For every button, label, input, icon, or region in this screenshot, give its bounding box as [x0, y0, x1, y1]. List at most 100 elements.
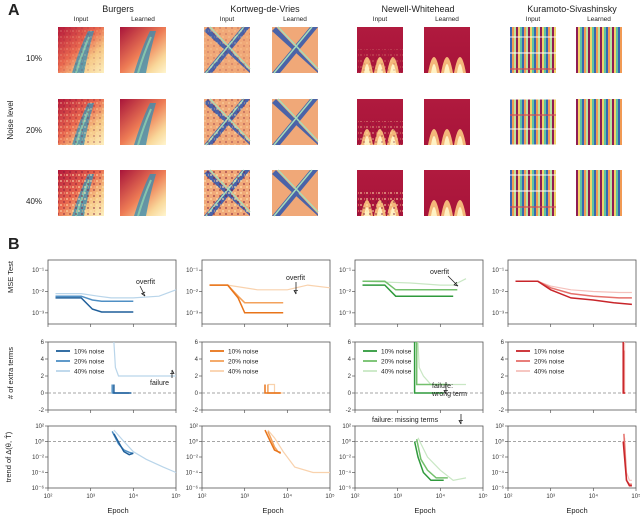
heatmap-tile [357, 27, 403, 73]
y-tick-label: 10² [495, 424, 504, 430]
subtitle-input: Input [219, 16, 235, 23]
series-line-40-noise [55, 289, 177, 299]
series-line-10-noise [55, 297, 134, 313]
series-line-40-noise [113, 341, 176, 377]
line-charts: 10⁻¹ 10⁻² 10⁻³ 10⁻¹ 10⁻² 10⁻³ 10⁻¹ 10⁻² 10⁻³ 10⁻¹… [32, 259, 640, 500]
heatmap-tile [58, 170, 104, 217]
series-line-10-noise [113, 384, 132, 394]
y-tick-label: 10² [35, 424, 44, 430]
y-tick-label: 10⁻² [186, 290, 198, 296]
annotation-arrowhead [458, 420, 463, 425]
subtitle-input: Input [372, 16, 388, 23]
heatmap-tile [120, 99, 166, 146]
y-tick-label: 2 [195, 374, 199, 380]
heatmap-tile [120, 170, 166, 217]
series-line-20-noise [415, 439, 448, 479]
annotation-arrow [139, 285, 146, 297]
series-line-10-noise [515, 280, 632, 306]
series-line-10-noise [264, 429, 282, 454]
y-tick-label: 10⁻² [492, 455, 504, 461]
y-tick-label: 10⁻² [492, 290, 504, 296]
plot-frame [201, 425, 331, 489]
series-line-40-noise [113, 429, 177, 474]
series-line-10-noise [362, 284, 454, 297]
plot-frame [47, 259, 177, 325]
subtitle-learned: Learned [283, 16, 307, 23]
legend-label: 20% noise [534, 359, 565, 366]
y-tick-label: 10⁻² [339, 290, 351, 296]
subtitle-input: Input [525, 16, 541, 23]
heatmap-tile [510, 170, 556, 216]
heatmap-tile [204, 98, 251, 146]
series-line-10-noise [413, 342, 444, 394]
y-tick-label: 0 [195, 391, 199, 397]
heatmap-tile [357, 170, 403, 216]
legend-label: 20% noise [381, 359, 412, 366]
x-tick-label: 10² [44, 494, 53, 500]
y-tick-label: 10⁻³ [492, 311, 504, 317]
y-tick-label: 10⁻⁴ [186, 470, 199, 477]
y-tick-label: 10⁻¹ [339, 268, 351, 274]
heatmap-tile [272, 26, 319, 74]
heatmap-tile [576, 170, 622, 216]
annotation-overfit-newell: overfit [430, 269, 449, 276]
legend-label: 40% noise [534, 369, 565, 376]
y-tick-label: 6 [41, 340, 45, 346]
y-tick-label: 10⁻² [186, 455, 198, 461]
legend-label: 40% noise [381, 369, 412, 376]
x-tick-label: 10³ [240, 494, 249, 500]
series-line-40-noise [267, 383, 284, 394]
y-tick-label: 10⁰ [495, 439, 505, 446]
y-tick-label: 10⁻⁴ [492, 470, 505, 477]
series-line-40-noise [417, 341, 466, 386]
y-tick-label: 10⁻³ [32, 311, 44, 317]
heatmap-tile [424, 170, 470, 216]
annotation-failure-wrong-line1: failure: [432, 383, 453, 390]
pde-title-kdv: Kortweg-de-Vries [230, 4, 300, 14]
x-tick-label: 10⁴ [436, 493, 446, 500]
series-line-10-noise [209, 284, 284, 314]
annotation-arrowhead [443, 390, 448, 395]
x-tick-label: 10³ [86, 494, 95, 500]
y-tick-label: 0 [501, 391, 505, 397]
series-line-40-noise [362, 278, 467, 286]
y-tick-label: 2 [348, 374, 352, 380]
panel-a-letter: A [8, 2, 20, 19]
x-tick-label: 10² [504, 494, 513, 500]
plot-frame [507, 425, 637, 489]
heatmap-tile [58, 99, 104, 146]
y-tick-label: -2 [39, 408, 45, 414]
x-label-kdv: Epoch [262, 506, 284, 515]
series-line-10-noise [622, 342, 625, 394]
y-tick-label: 10⁻³ [186, 311, 198, 317]
series-line-40-noise [267, 429, 330, 474]
annotation-arrow [447, 275, 459, 287]
heatmap-tile [204, 169, 251, 217]
series-line-10-noise [264, 384, 281, 394]
legend-label: 20% noise [74, 359, 105, 366]
x-tick-label: 10⁴ [129, 493, 139, 500]
plot-frame [507, 341, 637, 411]
noise-label-20: 20% [26, 126, 43, 135]
series-line-10-noise [622, 441, 632, 487]
series-line-20-noise [111, 384, 130, 394]
y-tick-label: 6 [195, 340, 199, 346]
plot-frame [201, 341, 331, 411]
heatmap-tile [424, 99, 470, 145]
y-tick-label: 10⁻⁶ [32, 485, 45, 492]
heatmap-tile [272, 98, 319, 146]
x-tick-label: 10⁵ [325, 493, 335, 500]
legend-label: 40% noise [74, 369, 105, 376]
pde-title-kuramoto-sivashinsky: Kuramoto-Sivashinsky [527, 4, 617, 14]
annotation-failure-wrong-line2: wrong term [431, 391, 467, 398]
heatmap-grid [58, 26, 622, 217]
annotation-failure-burgers: failure [150, 380, 169, 387]
pde-title-newell-whitehead: Newell-Whitehead [381, 4, 455, 14]
x-tick-label: 10² [351, 494, 360, 500]
y-tick-label: 4 [195, 357, 199, 363]
heatmap-tile [510, 99, 556, 145]
legend-label: 10% noise [381, 349, 412, 356]
y-tick-label: 4 [41, 357, 45, 363]
y-tick-label: 10⁻⁶ [339, 485, 352, 492]
